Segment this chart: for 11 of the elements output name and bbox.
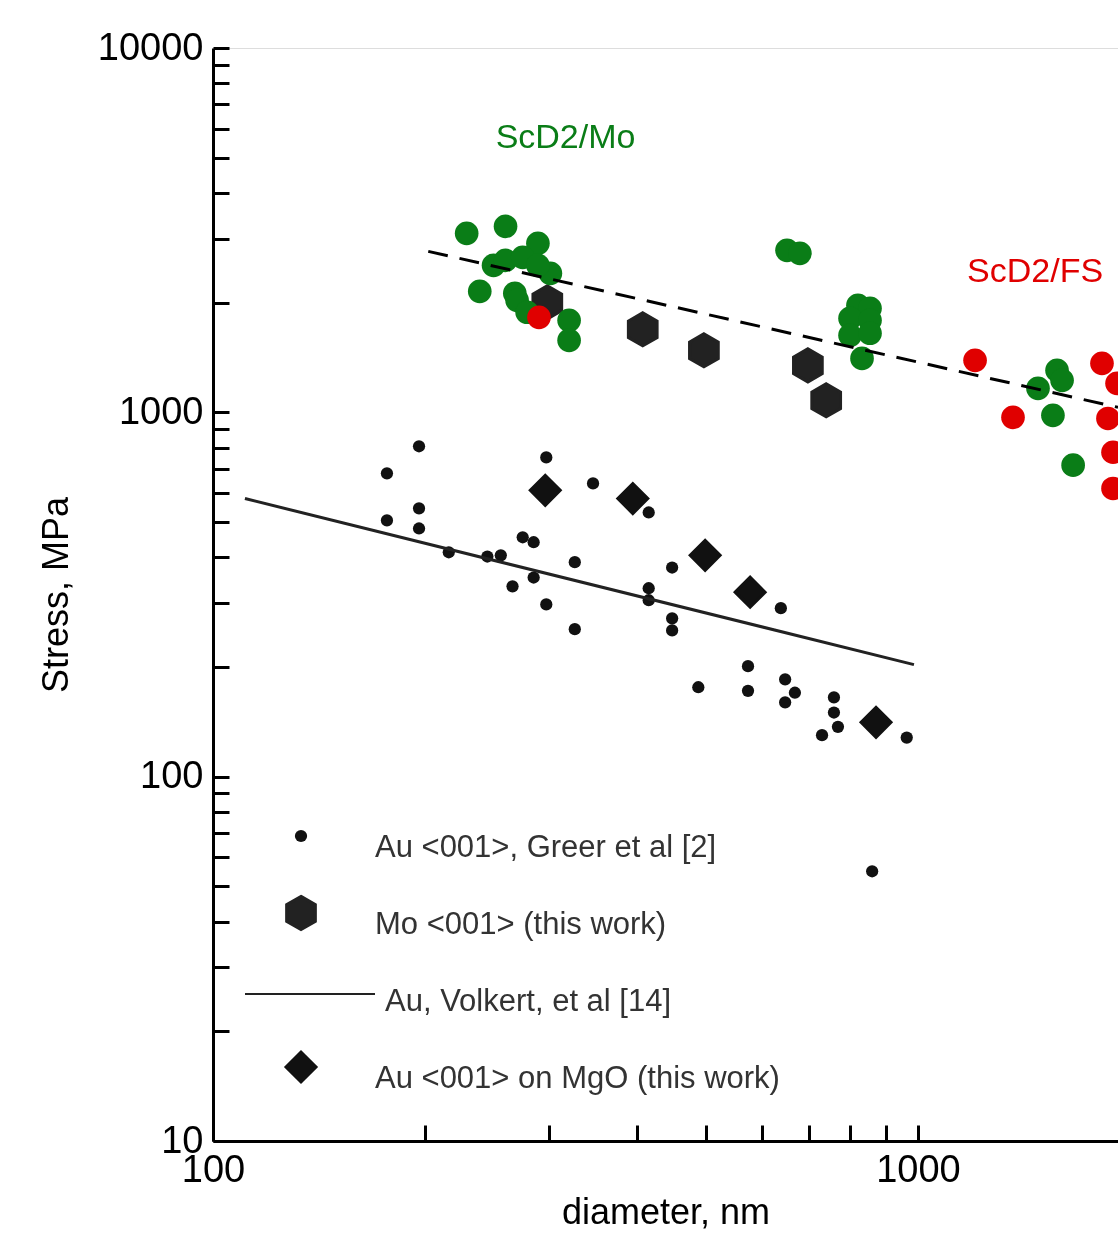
y-tick-label: 1000 [118, 389, 204, 432]
legend-label: Au <001> on MgO (this work) [375, 1060, 780, 1095]
legend-label: Au, Volkert, et al [14] [385, 983, 672, 1018]
y-axis-title: Stress, MPa [34, 496, 76, 694]
x-axis-title: diameter, nm [561, 1190, 771, 1232]
series-label: ScD2/Mo [495, 117, 636, 156]
legend-label: Mo <001> (this work) [375, 906, 667, 941]
y-tick-label: 10000 [97, 25, 204, 68]
legend-label: Au <001>, Greer et al [2] [375, 829, 717, 864]
y-tick-label: 100 [140, 754, 204, 797]
series-label: ScD2/FS [967, 251, 1104, 290]
